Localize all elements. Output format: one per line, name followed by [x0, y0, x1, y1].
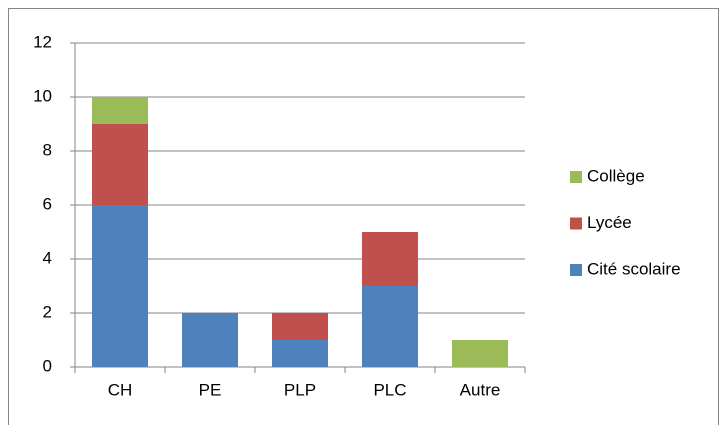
legend-label: Lycée [587, 213, 632, 232]
x-tick-label: Autre [460, 380, 501, 399]
y-tick-label: 12 [33, 32, 52, 51]
legend-swatch [570, 171, 582, 183]
bar-segment [92, 124, 148, 205]
bar-segment [92, 97, 148, 124]
legend-label: Collège [587, 166, 645, 185]
legend-label: Cité scolaire [587, 259, 681, 278]
legend-swatch [570, 264, 582, 276]
bar-segment [452, 340, 508, 367]
y-tick-label: 10 [33, 86, 52, 105]
x-tick-label: PLC [373, 380, 406, 399]
x-tick-label: CH [108, 380, 133, 399]
bar-segment [272, 340, 328, 367]
y-tick-label: 0 [43, 356, 52, 375]
y-tick-label: 6 [43, 194, 52, 213]
y-tick-label: 8 [43, 140, 52, 159]
x-tick-label: PE [199, 380, 222, 399]
bar-segment [362, 286, 418, 367]
bar-segment [362, 232, 418, 286]
bar-segment [272, 313, 328, 340]
x-tick-label: PLP [284, 380, 316, 399]
y-tick-label: 2 [43, 302, 52, 321]
chart-border [8, 8, 719, 425]
y-tick-label: 4 [43, 248, 52, 267]
bar-segment [92, 205, 148, 367]
legend-swatch [570, 217, 582, 230]
bar-segment [182, 313, 238, 367]
